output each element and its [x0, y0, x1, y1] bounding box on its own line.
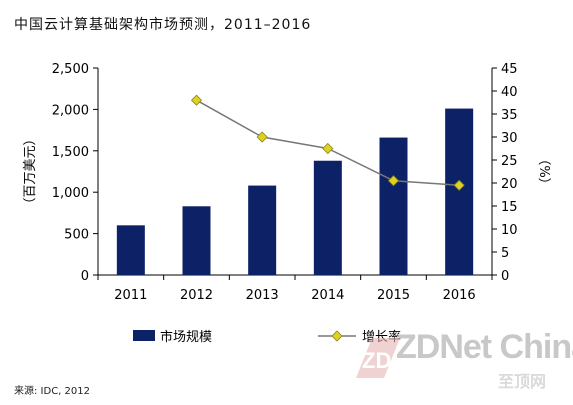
- svg-text:ZD: ZD: [362, 348, 391, 373]
- legend-swatch-marker: [331, 330, 343, 342]
- growth-marker: [256, 131, 268, 143]
- y-left-tick-label: 2,500: [52, 62, 89, 77]
- legend-label-bar: 市场规模: [160, 329, 212, 345]
- y-left-label: （百万美元）: [23, 132, 38, 210]
- watermark-sub: 至顶网: [498, 372, 547, 391]
- y-left-tick-label: 2,000: [52, 103, 89, 118]
- y-left-tick-label: 1,000: [52, 186, 89, 201]
- y-right-tick-label: 15: [501, 200, 518, 215]
- growth-marker: [322, 142, 334, 155]
- bar: [248, 185, 277, 275]
- x-tick-label: 2015: [377, 288, 410, 303]
- y-right-tick-label: 45: [501, 62, 518, 77]
- bar: [313, 160, 342, 275]
- bar: [182, 206, 211, 275]
- zd-logo-icon: ZD: [356, 338, 400, 378]
- x-tick-label: 2011: [114, 288, 147, 303]
- bar: [116, 225, 145, 275]
- y-left-tick-label: 500: [64, 228, 89, 243]
- y-right-tick-label: 35: [501, 108, 518, 123]
- axes: 0 500 1,000 1,500 2,000 2,500 0 5 10 15 20 25 30 35 40…: [23, 62, 551, 303]
- y-right-tick-label: 25: [501, 154, 518, 169]
- y-right-tick-label: 0: [501, 269, 509, 284]
- y-right-tick-label: 40: [501, 85, 518, 100]
- growth-marker: [453, 179, 465, 191]
- watermark-brand: ZDNet China: [396, 328, 573, 366]
- y-left-tick-label: 0: [81, 269, 89, 284]
- y-right-tick-label: 5: [501, 246, 509, 261]
- x-tick-label: 2012: [180, 288, 213, 303]
- x-tick-label: 2014: [311, 288, 344, 303]
- y-left-tick-label: 1,500: [52, 145, 89, 160]
- source-note: 来源: IDC, 2012: [14, 386, 90, 397]
- y-right-tick-label: 30: [501, 131, 518, 146]
- watermark: ZD ZDNet China 至顶网: [350, 326, 573, 396]
- growth-marker: [387, 175, 400, 187]
- bar-series: [116, 108, 474, 276]
- x-tick-label: 2013: [246, 288, 279, 303]
- y-right-tick-label: 10: [501, 223, 518, 238]
- legend-swatch-bar: [133, 330, 155, 341]
- y-right-tick-label: 20: [501, 177, 518, 192]
- growth-marker: [190, 94, 203, 106]
- y-right-label: （%）: [536, 152, 551, 190]
- bar: [379, 137, 408, 275]
- line-series: [190, 94, 465, 191]
- chart-title: 中国云计算基础架构市场预测，2011–2016: [14, 17, 312, 33]
- bar: [445, 108, 474, 276]
- x-tick-label: 2016: [443, 288, 476, 303]
